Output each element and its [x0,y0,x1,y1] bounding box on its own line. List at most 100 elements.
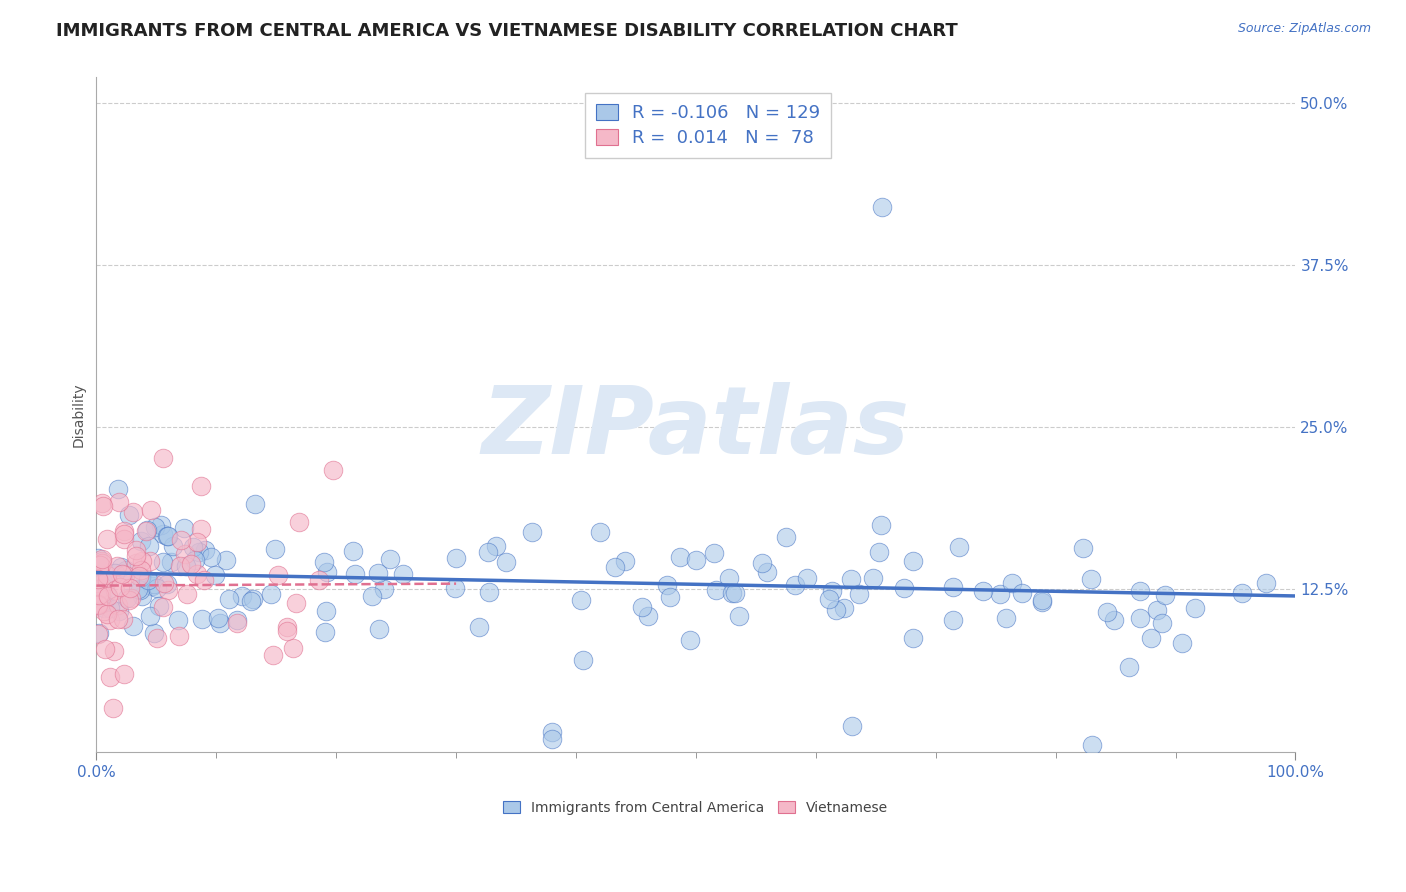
Point [200,549,222,564]
Point [91,554,114,568]
Point [162,539,184,553]
Point [392,566,415,581]
Point [314,625,336,640]
Point [150,517,173,532]
Point [87,626,110,640]
Point [948,541,970,555]
Point [135,524,157,539]
Point [1232,586,1254,600]
Text: Source: ZipAtlas.com: Source: ZipAtlas.com [1237,22,1371,36]
Point [1011,586,1033,600]
Point [266,568,288,582]
Point [194,543,217,558]
Point [862,571,884,585]
Point [156,529,179,543]
Point [103,701,125,715]
Point [87,598,110,612]
Point [718,571,741,585]
Point [218,591,240,606]
Point [1171,635,1194,649]
Point [571,653,593,667]
Point [285,596,308,610]
Point [316,566,339,580]
Point [146,581,169,595]
Point [117,591,139,605]
Point [276,620,298,634]
Point [226,616,249,631]
Text: ZIPatlas: ZIPatlas [482,382,910,474]
Point [817,591,839,606]
Point [98,600,121,615]
Point [495,556,517,570]
Point [478,585,501,599]
Point [204,568,226,582]
Point [344,566,367,581]
Point [167,629,190,643]
Point [288,515,311,529]
Point [173,521,195,535]
Point [614,554,637,568]
Point [120,582,142,596]
Point [264,542,287,557]
Point [103,644,125,658]
Point [477,545,499,559]
Point [105,559,128,574]
Point [1129,611,1152,625]
Point [91,575,114,590]
Point [107,482,129,496]
Point [589,525,612,540]
Point [125,556,148,570]
Point [136,574,159,588]
Point [994,611,1017,625]
Point [839,572,862,586]
Point [1152,615,1174,630]
Point [139,503,162,517]
Point [98,670,121,684]
Point [89,558,111,572]
Point [821,583,844,598]
Point [444,550,467,565]
Point [183,553,205,567]
Point [901,554,924,568]
Point [728,609,751,624]
Point [86,575,108,590]
Point [94,641,117,656]
Point [145,631,167,645]
Point [1254,575,1277,590]
Point [190,479,212,493]
Point [308,573,330,587]
Point [990,587,1012,601]
Point [93,604,115,618]
Point [138,539,160,553]
Point [703,545,725,559]
Point [91,500,114,514]
Point [118,592,141,607]
Point [231,589,253,603]
Point [152,450,174,465]
Point [796,571,818,585]
Point [783,578,806,592]
Point [156,577,179,591]
Point [1001,575,1024,590]
Point [128,569,150,583]
Point [322,463,344,477]
Point [1140,631,1163,645]
Point [159,555,181,569]
Point [848,587,870,601]
Point [242,591,264,606]
Point [127,582,149,597]
Point [239,594,262,608]
Text: IMMIGRANTS FROM CENTRAL AMERICA VS VIETNAMESE DISABILITY CORRELATION CHART: IMMIGRANTS FROM CENTRAL AMERICA VS VIETN… [56,22,957,40]
Point [120,591,142,606]
Point [225,613,247,627]
Point [112,666,135,681]
Point [112,612,135,626]
Point [86,551,108,566]
Point [125,543,148,558]
Point [751,556,773,570]
Legend: Immigrants from Central America, Vietnamese: Immigrants from Central America, Vietnam… [495,792,897,822]
Point [870,200,893,214]
Point [157,583,180,598]
Point [870,517,893,532]
Point [148,599,170,613]
